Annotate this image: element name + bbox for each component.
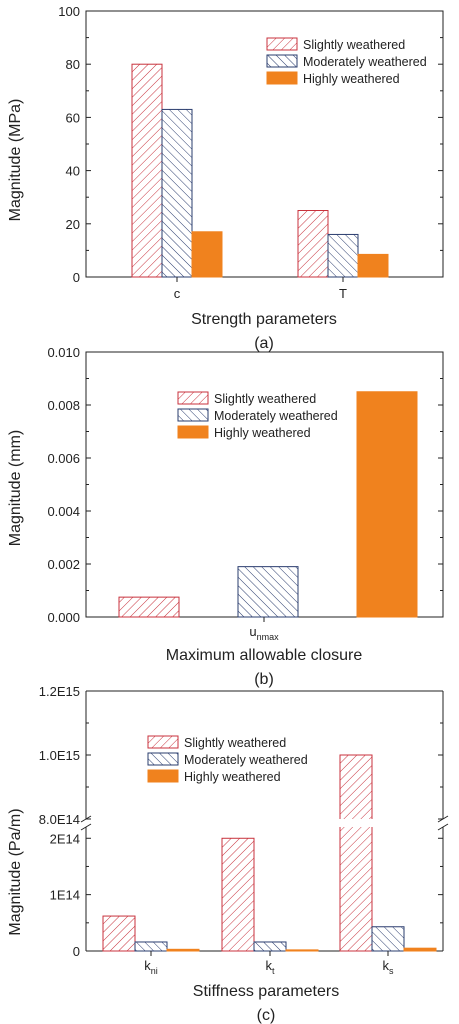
bar-k_s-series-1 [339,754,373,952]
bar-c-series-3 [191,231,223,278]
legend-label-3: Highly weathered [184,770,281,784]
y-tick-label: 0.010 [47,345,80,360]
legend-label-2: Moderately weathered [303,55,427,69]
legend-swatch-1 [147,735,179,749]
legend-label-3: Highly weathered [214,426,311,440]
axis-break-mark-right [437,823,449,831]
bar-break-gap [338,819,374,827]
legend-swatch-3 [266,71,298,85]
bar-unmax-series-2 [237,566,299,618]
bar-c-series-1 [131,63,163,278]
bar-unmax-series-3 [356,391,418,618]
bar-k_t-series-2 [253,941,287,952]
y-tick-label: 8.0E14 [39,812,80,827]
y-tick-label: 0.004 [47,504,80,519]
bar-k_ni-series-2 [134,941,168,952]
y-tick-label: 0.006 [47,451,80,466]
y-tick-label: 20 [66,217,80,232]
y-tick-label: 40 [66,164,80,179]
chart-a-x-axis-label: Strength parameters [191,311,337,328]
bar-k_s-series-2 [371,926,405,952]
legend-label-2: Moderately weathered [184,753,308,767]
chart-a-y-ticks: 0 20 40 60 80 100 [58,4,443,285]
chart-c-bars [102,754,437,952]
axis-break-mark-left [80,823,92,831]
legend-label-2: Moderately weathered [214,409,338,423]
bar-k_ni-series-1 [102,915,136,952]
bar-T-series-2 [327,233,359,278]
chart-c-axes [80,690,449,952]
x-tick-label-c: c [174,286,181,301]
legend-label-1: Slightly weathered [184,736,286,750]
bar-k_ni-series-3 [166,948,200,952]
legend-label-3: Highly weathered [303,72,400,86]
chart-c-y-axis-label: Magnitude (Pa/m) [7,808,24,935]
bar-T-series-1 [297,210,329,278]
chart-c-x-axis-label: Stiffness parameters [193,983,339,1000]
bar-k_t-series-3 [285,949,319,952]
y-tick-label: 1.0E15 [39,748,80,763]
chart-b-legend: Slightly weathered Moderately weathered Hi… [177,391,338,440]
bar-k_s-series-3 [403,947,437,952]
y-tick-label: 60 [66,110,80,125]
chart-a-legend: Slightly weathered Moderately weathered Hi… [266,37,427,86]
y-tick-label: 80 [66,57,80,72]
x-tick-label-T: T [339,286,347,301]
bar-c-series-2 [161,108,193,278]
y-tick-label: 0.002 [47,557,80,572]
chart-c-y-ticks: 8.0E14 1.0E15 1.2E15 0 1E14 2E14 [39,684,443,959]
y-tick-label: 1.2E15 [39,684,80,699]
x-tick-label-k_ni: kni [144,958,158,976]
chart-b-x-axis-label: Maximum allowable closure [166,647,363,664]
x-tick-label-k_t: kt [265,958,275,976]
legend-label-1: Slightly weathered [303,38,405,52]
bar-unmax-series-1 [118,596,180,618]
y-tick-label: 0 [73,944,80,959]
legend-label-1: Slightly weathered [214,392,316,406]
x-tick-label-k_s: ks [383,958,395,976]
x-tick-label-unmax: unmax [249,624,279,642]
chart-a-bars [131,63,389,278]
chart-a-caption: (a) [254,335,274,352]
chart-c-legend: Slightly weathered Moderately weathered Hi… [147,735,308,784]
chart-b-y-ticks: 0.000 0.002 0.004 0.006 0.008 0.010 [47,345,443,625]
chart-c: 8.0E14 1.0E15 1.2E15 0 1E14 2E14 kni kt ks Slig… [7,684,449,1024]
chart-b-bars [118,391,418,618]
legend-swatch-2 [147,752,179,766]
chart-b-x-ticks: unmax [249,617,279,642]
chart-c-caption: (c) [257,1007,276,1024]
y-tick-label: 1E14 [50,888,80,903]
chart-b: 0.000 0.002 0.004 0.006 0.008 0.010 unmax Sli… [7,345,444,688]
y-tick-label: 0 [73,270,80,285]
chart-b-caption: (b) [254,671,274,688]
legend-swatch-1 [177,391,209,405]
bar-T-series-3 [357,253,389,278]
chart-a-y-axis-label: Magnitude (MPa) [7,99,24,222]
legend-swatch-3 [147,769,179,783]
y-tick-label: 0.008 [47,398,80,413]
legend-swatch-1 [266,37,298,51]
chart-b-y-axis-label: Magnitude (mm) [7,430,24,546]
legend-swatch-3 [177,425,209,439]
bar-k_t-series-1 [221,837,255,952]
legend-swatch-2 [177,408,209,422]
y-tick-label: 100 [58,4,80,19]
y-tick-label: 0.000 [47,610,80,625]
chart-c-x-ticks: kni kt ks [144,951,394,976]
y-tick-label: 2E14 [50,831,80,846]
legend-swatch-2 [266,54,298,68]
